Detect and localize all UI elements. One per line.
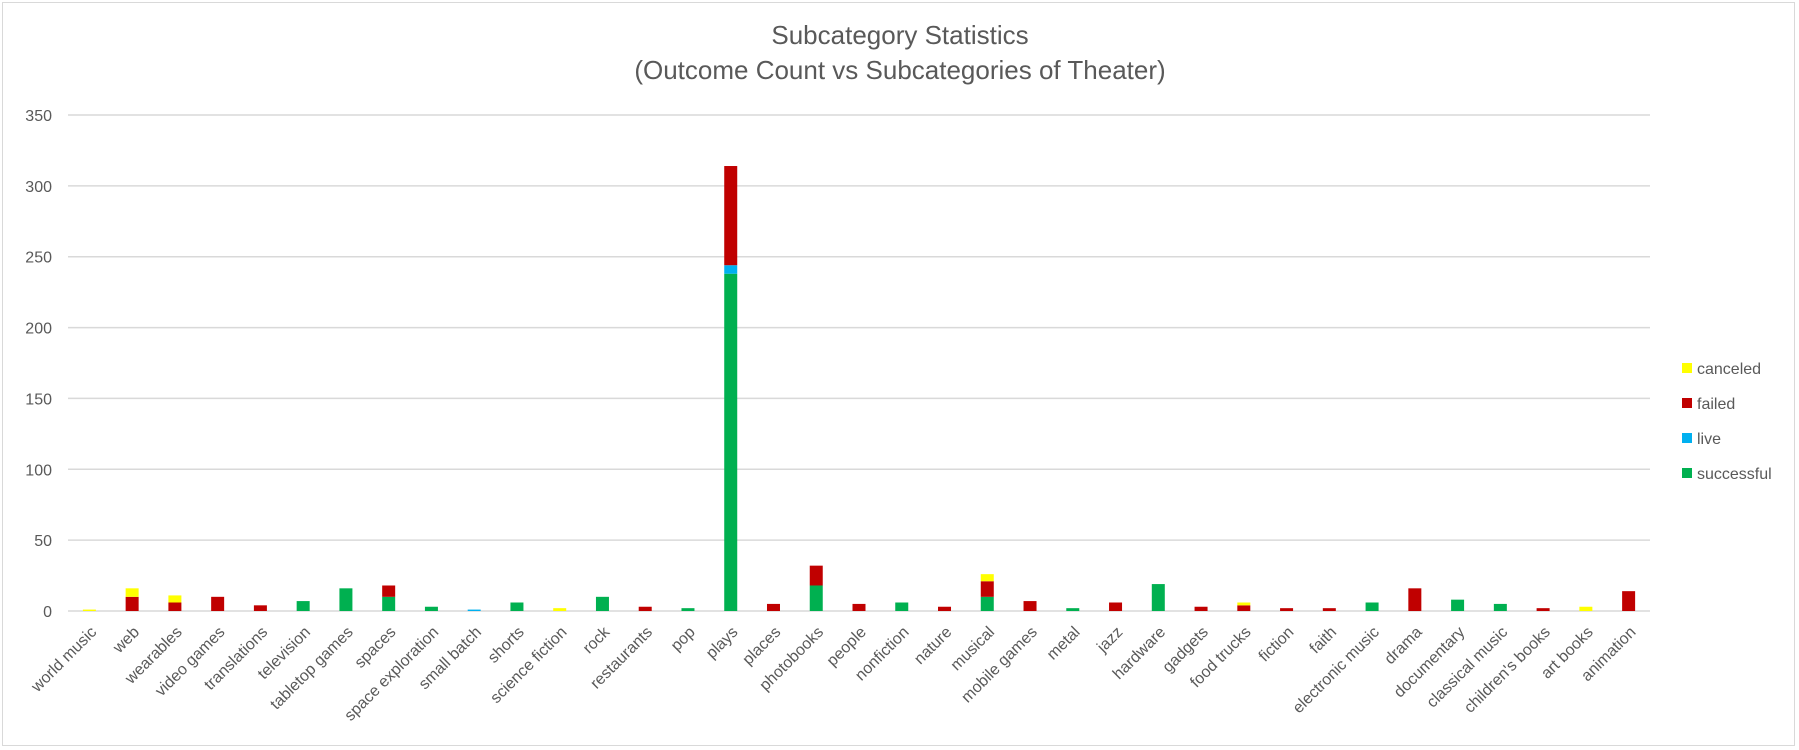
legend-swatch-canceled — [1682, 363, 1692, 373]
legend-swatch-failed — [1682, 398, 1692, 408]
bar-segment-successful — [681, 608, 695, 611]
bar-segment-failed — [125, 596, 139, 611]
bar-segment-successful — [980, 596, 994, 611]
y-tick-label: 200 — [25, 321, 52, 338]
bar-segment-failed — [253, 605, 267, 611]
legend-label-successful: successful — [1697, 466, 1772, 483]
y-tick-label: 100 — [25, 462, 52, 479]
bar-segment-failed — [1109, 602, 1123, 611]
bar-segment-canceled — [553, 608, 567, 611]
bar-segment-failed — [1237, 605, 1251, 611]
bar-segment-successful — [724, 273, 738, 611]
legend-label-live: live — [1697, 431, 1721, 448]
y-tick-label: 350 — [25, 108, 52, 125]
bar-segment-live — [467, 609, 481, 611]
bar-segment-failed — [938, 606, 952, 611]
bar-segment-canceled — [1579, 606, 1593, 611]
bar-segment-failed — [809, 565, 823, 586]
bar-segment-failed — [382, 585, 396, 597]
bar-segment-successful — [809, 585, 823, 611]
y-tick-label: 0 — [43, 604, 52, 621]
bar-segment-successful — [1066, 608, 1080, 611]
chart-title-line-2: (Outcome Count vs Subcategories of Theat… — [634, 55, 1165, 85]
x-tick-label: faith — [1307, 624, 1340, 657]
x-tick-label: web — [109, 624, 143, 658]
bar-segment-successful — [510, 602, 524, 611]
bar-segment-failed — [852, 603, 866, 611]
bar-segment-failed — [1023, 601, 1037, 611]
bar-segment-successful — [1451, 599, 1465, 611]
legend: canceled failed live successful — [1682, 361, 1772, 483]
x-tick-label: science fiction — [487, 624, 570, 707]
bar-segment-live — [724, 265, 738, 274]
bar-segment-successful — [595, 596, 609, 611]
bar-segment-canceled — [980, 574, 994, 582]
bar-segment-failed — [168, 602, 182, 611]
x-tick-label: jazz — [1094, 624, 1127, 657]
bar-segment-successful — [1493, 603, 1507, 611]
x-tick-label: plays — [703, 624, 741, 662]
y-tick-label: 150 — [25, 391, 52, 408]
bar-segment-canceled — [82, 609, 96, 611]
bar-segment-successful — [296, 601, 310, 611]
legend-label-failed: failed — [1697, 396, 1735, 413]
y-axis-ticks: 0 50 100 150 200 250 300 350 — [25, 108, 52, 621]
bar-segment-canceled — [125, 588, 139, 597]
bar-segment-failed — [211, 596, 225, 611]
bar-segment-failed — [980, 581, 994, 597]
x-tick-label: rock — [580, 623, 614, 657]
bar-segment-failed — [638, 606, 652, 611]
legend-swatch-successful — [1682, 468, 1692, 478]
legend-label-canceled: canceled — [1697, 361, 1761, 378]
x-tick-label: pop — [668, 624, 699, 655]
bar-segment-failed — [1280, 608, 1294, 611]
chart-title-line-1: Subcategory Statistics — [771, 20, 1028, 50]
bar-segment-successful — [382, 596, 396, 611]
bar-segment-failed — [766, 603, 780, 611]
x-tick-label: fiction — [1256, 624, 1298, 666]
bar-segment-failed — [1408, 588, 1422, 611]
bar-segment-failed — [1322, 608, 1336, 611]
x-tick-label: metal — [1044, 624, 1084, 664]
bar-segment-successful — [1151, 584, 1165, 611]
bars — [82, 166, 1636, 611]
y-tick-label: 50 — [34, 533, 52, 550]
x-tick-label: world music — [28, 624, 100, 696]
bar-segment-successful — [895, 602, 909, 611]
gridlines — [68, 114, 1650, 612]
bar-segment-canceled — [168, 595, 182, 603]
bar-segment-successful — [424, 606, 438, 611]
bar-segment-failed — [1622, 591, 1636, 611]
x-tick-label: mobile games — [958, 624, 1040, 706]
bar-segment-successful — [1365, 602, 1379, 611]
bar-segment-failed — [724, 166, 738, 266]
bar-segment-canceled — [1237, 602, 1251, 606]
bar-segment-successful — [339, 588, 353, 611]
bar-segment-failed — [1536, 608, 1550, 611]
bar-segment-failed — [1194, 606, 1208, 611]
legend-swatch-live — [1682, 433, 1692, 443]
y-tick-label: 300 — [25, 179, 52, 196]
y-tick-label: 250 — [25, 250, 52, 267]
